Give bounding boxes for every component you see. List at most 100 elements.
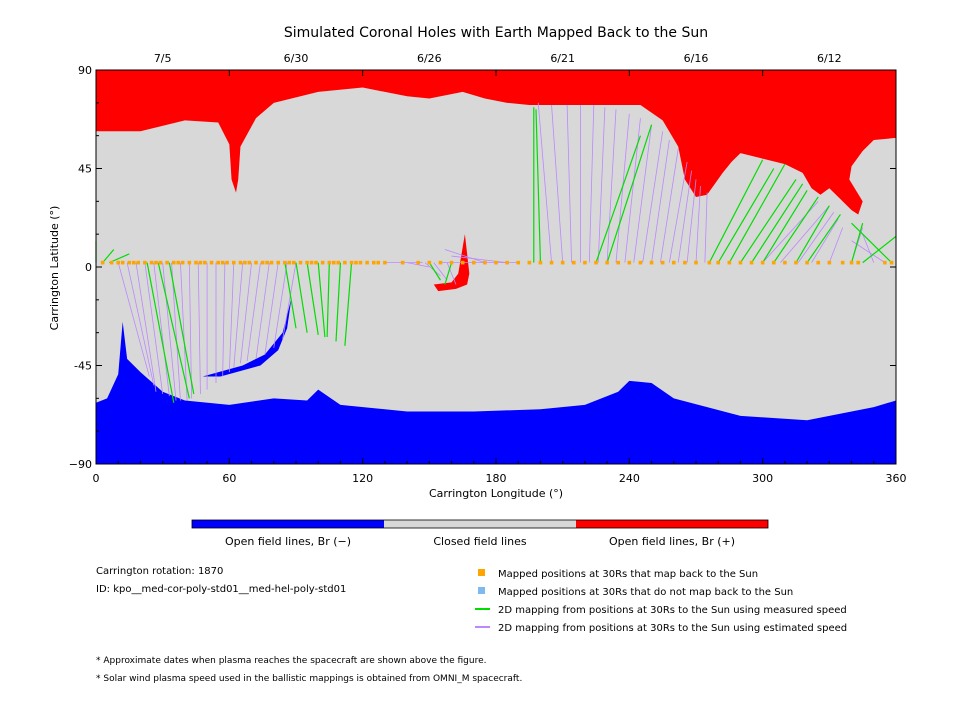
mapped-point bbox=[327, 260, 332, 265]
mapped-point bbox=[527, 260, 532, 265]
estimated-mapping-line bbox=[642, 131, 664, 263]
colorbar-segment bbox=[384, 520, 576, 528]
mapped-point bbox=[120, 260, 125, 265]
estimated-mapping-line bbox=[537, 102, 552, 263]
legend-marker bbox=[478, 587, 485, 594]
mapped-point bbox=[883, 260, 887, 265]
mapped-point bbox=[427, 260, 432, 265]
mapped-point bbox=[336, 260, 341, 265]
top-date-label: 6/21 bbox=[550, 52, 575, 65]
mapped-point bbox=[371, 260, 376, 265]
x-tick-label: 180 bbox=[486, 472, 507, 485]
measured-mapping-line bbox=[326, 262, 330, 338]
mapped-point bbox=[400, 260, 405, 265]
colorbar-segment bbox=[192, 520, 384, 528]
measured-mapping-line bbox=[595, 135, 642, 263]
y-tick-label: −90 bbox=[69, 458, 92, 471]
mapped-point bbox=[849, 260, 854, 265]
x-tick-label: 300 bbox=[752, 472, 773, 485]
x-tick-label: 120 bbox=[352, 472, 373, 485]
legend-label: 2D mapping from positions at 30Rs to the… bbox=[498, 605, 847, 616]
estimated-mapping-line bbox=[264, 262, 279, 355]
measured-mapping-line bbox=[739, 179, 797, 263]
mapped-point bbox=[794, 260, 798, 265]
footnote-speed: * Solar wind plasma speed used in the ba… bbox=[96, 674, 523, 684]
top-date-label: 6/26 bbox=[417, 52, 442, 65]
estimated-mapping-line bbox=[811, 218, 839, 263]
mapped-point bbox=[265, 260, 269, 265]
measured-mapping-line bbox=[535, 109, 542, 263]
top-date-label: 6/16 bbox=[684, 52, 709, 65]
measured-mapping-line bbox=[306, 262, 319, 335]
measured-mapping-line bbox=[762, 190, 808, 263]
mapped-point bbox=[538, 260, 543, 265]
mapped-point bbox=[283, 260, 287, 265]
top-date-label: 6/30 bbox=[284, 52, 309, 65]
estimated-mapping-line bbox=[246, 262, 261, 362]
estimated-mapping-line bbox=[222, 262, 226, 377]
mapped-point bbox=[116, 260, 121, 265]
mapped-point bbox=[194, 260, 198, 265]
measured-mapping-line bbox=[317, 262, 326, 338]
measured-mapping-line bbox=[850, 223, 864, 263]
mapped-point bbox=[760, 260, 765, 265]
estimated-mapping-line bbox=[633, 124, 652, 263]
mapped-point bbox=[216, 260, 221, 265]
mapped-point bbox=[287, 260, 292, 265]
measured-mapping-line bbox=[862, 235, 897, 264]
measured-mapping-line bbox=[606, 124, 653, 263]
measured-mapping-line bbox=[428, 262, 441, 281]
y-tick-label: 0 bbox=[85, 261, 92, 274]
estimated-mapping-line bbox=[180, 262, 188, 401]
y-tick-label: 45 bbox=[78, 163, 92, 176]
mapped-point bbox=[840, 260, 845, 265]
estimated-mapping-line bbox=[686, 179, 697, 263]
x-tick-label: 0 bbox=[93, 472, 100, 485]
estimated-mapping-line bbox=[451, 255, 508, 264]
mapped-point bbox=[154, 260, 158, 265]
y-tick-label: -45 bbox=[74, 360, 92, 373]
colorbar-label: Open field lines, Br (+) bbox=[609, 535, 735, 548]
mapped-point bbox=[203, 260, 207, 265]
mapped-point bbox=[309, 260, 314, 265]
measured-mapping-line bbox=[444, 262, 453, 285]
carrington-rotation: Carrington rotation: 1870 bbox=[96, 566, 224, 577]
south-mid-hole bbox=[202, 297, 292, 377]
measured-mapping-line bbox=[728, 163, 786, 263]
estimated-mapping-line bbox=[597, 107, 606, 263]
south-open-region bbox=[96, 321, 896, 464]
mapped-point bbox=[180, 260, 185, 265]
estimated-mapping-line bbox=[117, 262, 150, 377]
colorbar-segment bbox=[576, 520, 768, 528]
estimated-mapping-line bbox=[282, 262, 297, 340]
mapped-point bbox=[571, 260, 576, 265]
mapped-point bbox=[660, 260, 665, 265]
estimated-mapping-line bbox=[135, 262, 157, 392]
estimated-mapping-line bbox=[695, 185, 701, 263]
estimated-mapping-line bbox=[162, 262, 177, 401]
legend: Mapped positions at 30Rs that map back t… bbox=[475, 569, 847, 634]
measured-mapping-line bbox=[102, 249, 115, 264]
estimated-mapping-line bbox=[188, 262, 192, 399]
estimated-mapping-line bbox=[566, 105, 572, 263]
measured-mapping-line bbox=[157, 262, 190, 399]
mapped-point bbox=[471, 260, 476, 265]
mapped-point bbox=[127, 260, 132, 265]
mapped-point bbox=[416, 260, 421, 265]
mapped-point bbox=[671, 260, 676, 265]
north-open-region bbox=[96, 70, 896, 215]
mapped-point bbox=[594, 260, 598, 265]
x-axis-label: Carrington Longitude (°) bbox=[429, 487, 563, 500]
top-date-label: 7/5 bbox=[154, 52, 172, 65]
estimated-mapping-line bbox=[780, 205, 830, 263]
mapped-point bbox=[483, 260, 487, 265]
mapped-point bbox=[365, 260, 369, 265]
estimated-mapping-line bbox=[862, 234, 875, 263]
mapped-point bbox=[771, 260, 776, 265]
mapped-point bbox=[331, 260, 336, 265]
mapped-point bbox=[358, 260, 363, 265]
footnote-dates: * Approximate dates when plasma reaches … bbox=[96, 656, 487, 666]
measured-mapping-line bbox=[851, 222, 892, 264]
mapped-point bbox=[827, 260, 832, 265]
field-regions bbox=[96, 70, 896, 464]
